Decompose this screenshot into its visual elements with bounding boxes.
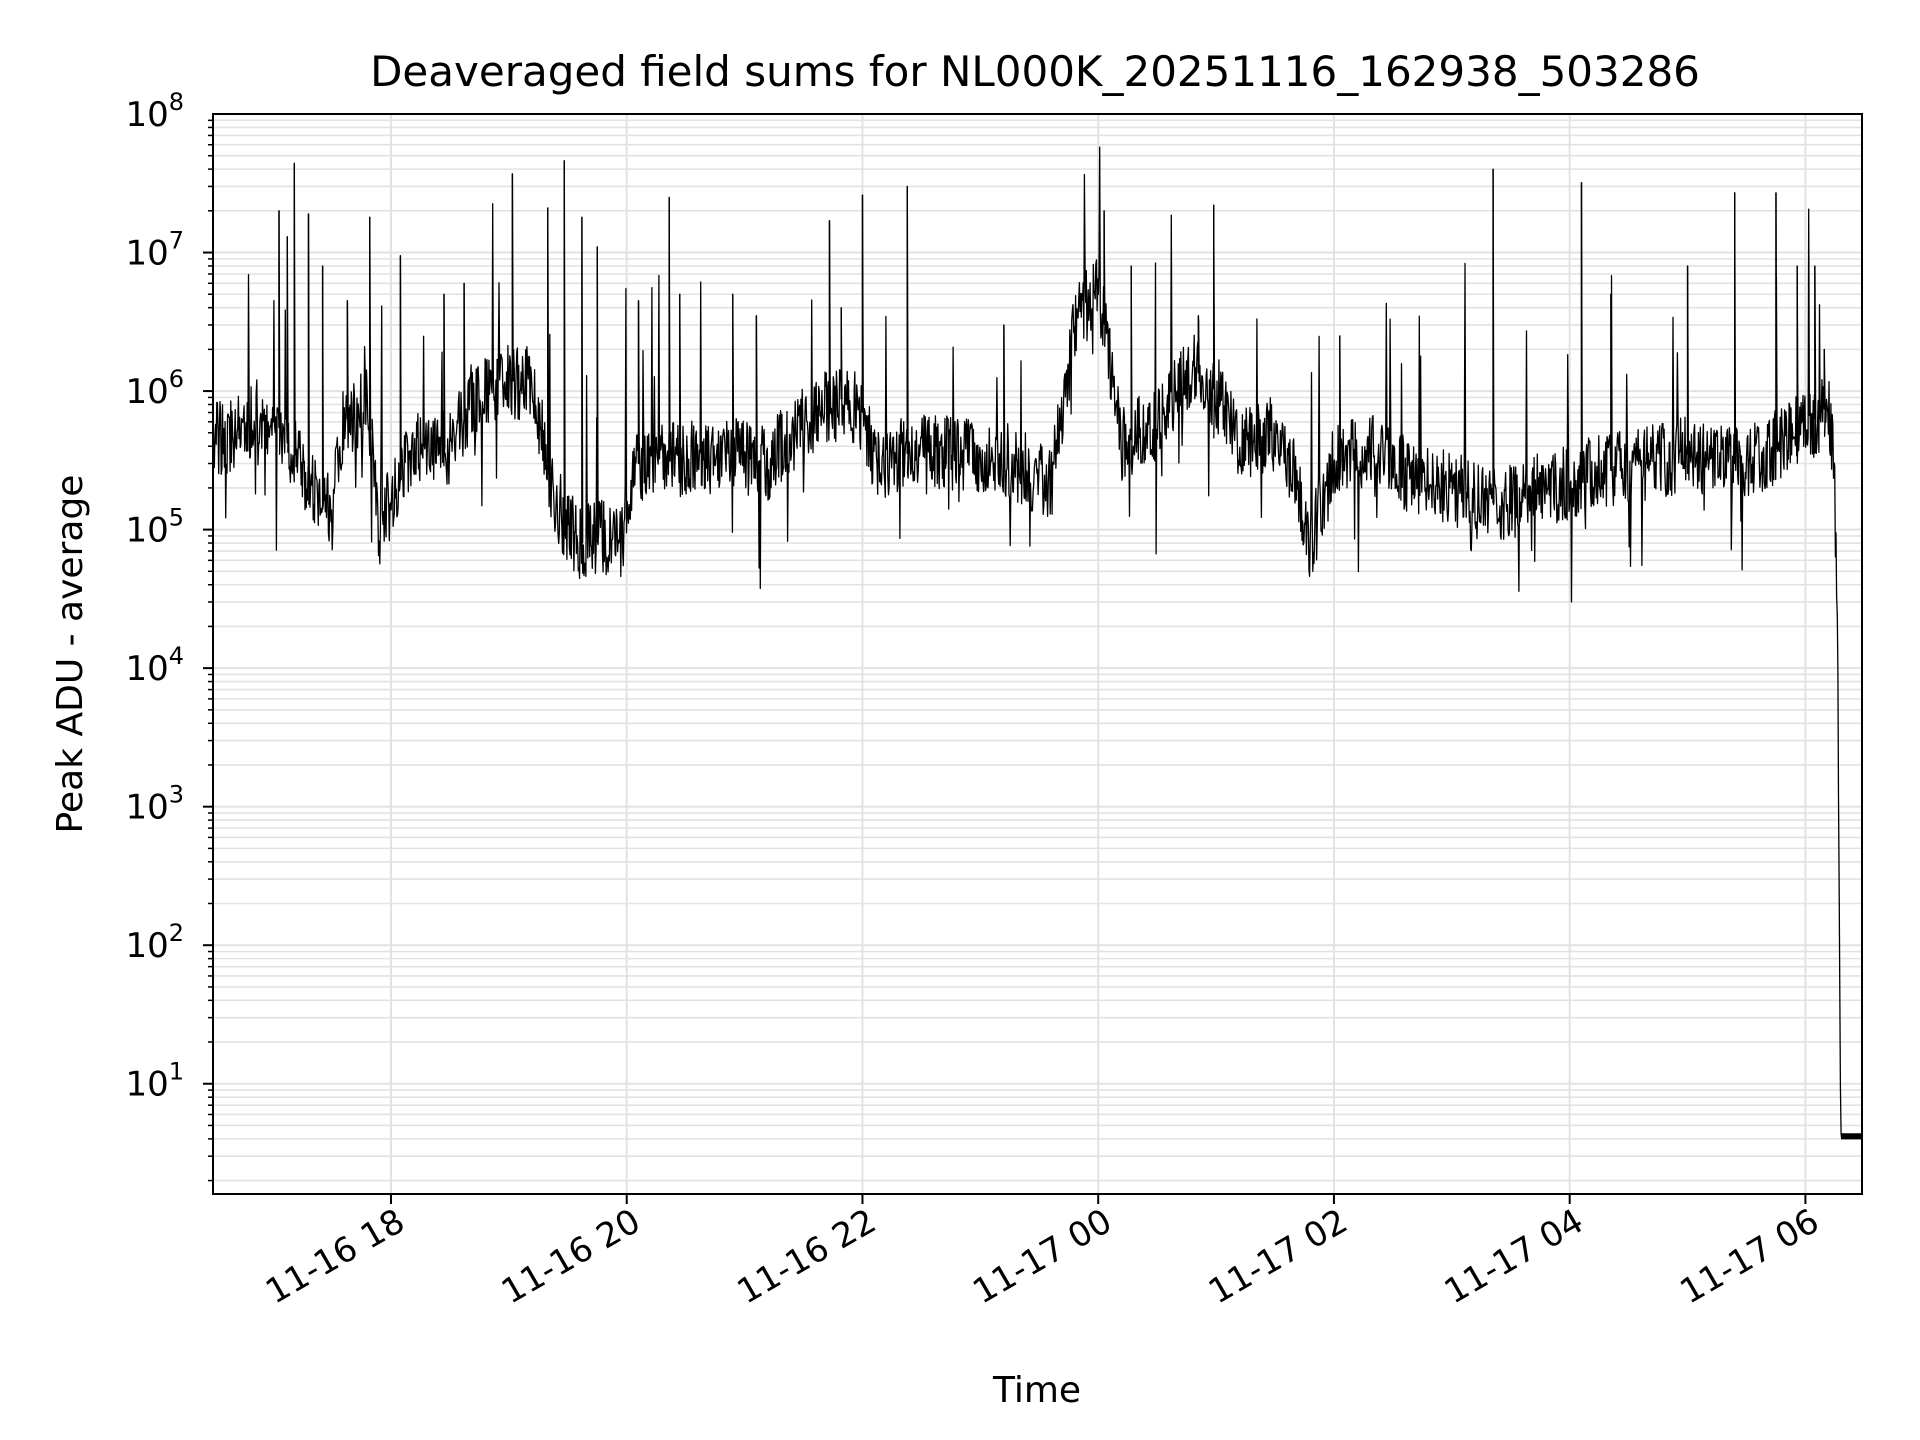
chart-title: Deaveraged field sums for NL000K_2025111…	[370, 47, 1700, 96]
y-tick-exponent: 6	[169, 365, 184, 393]
y-tick-exponent: 5	[169, 504, 184, 532]
series-line	[212, 146, 1863, 1140]
y-tick-label: 105	[125, 504, 184, 551]
axis-ticks	[203, 119, 1807, 1204]
data-series	[212, 146, 1863, 1140]
plot-frame	[212, 113, 1863, 1195]
y-tick-exponent: 4	[169, 642, 184, 670]
y-tick-label: 106	[125, 365, 184, 412]
y-tick-base: 10	[125, 649, 168, 689]
y-tick-base: 10	[125, 511, 168, 551]
y-tick-base: 10	[125, 1065, 168, 1105]
grid-lines	[213, 114, 1862, 1194]
y-tick-base: 10	[125, 788, 168, 828]
y-tick-label: 107	[125, 227, 184, 274]
y-tick-base: 10	[125, 234, 168, 274]
y-tick-base: 10	[125, 95, 168, 135]
plot-background	[213, 114, 1862, 1194]
x-axis-label: Time	[992, 1370, 1081, 1411]
y-tick-exponent: 3	[169, 781, 184, 809]
y-tick-exponent: 2	[169, 919, 184, 947]
y-tick-exponent: 8	[169, 88, 184, 116]
y-tick-exponent: 7	[169, 227, 184, 255]
y-tick-base: 10	[125, 926, 168, 966]
y-tick-label: 103	[125, 781, 184, 828]
y-tick-label: 104	[125, 642, 184, 689]
y-axis-label: Peak ADU - average	[50, 475, 91, 834]
y-tick-label: 108	[125, 88, 184, 135]
y-tick-exponent: 1	[169, 1058, 184, 1086]
y-tick-base: 10	[125, 372, 168, 412]
y-tick-label: 102	[125, 919, 184, 966]
y-tick-label: 101	[125, 1058, 184, 1105]
